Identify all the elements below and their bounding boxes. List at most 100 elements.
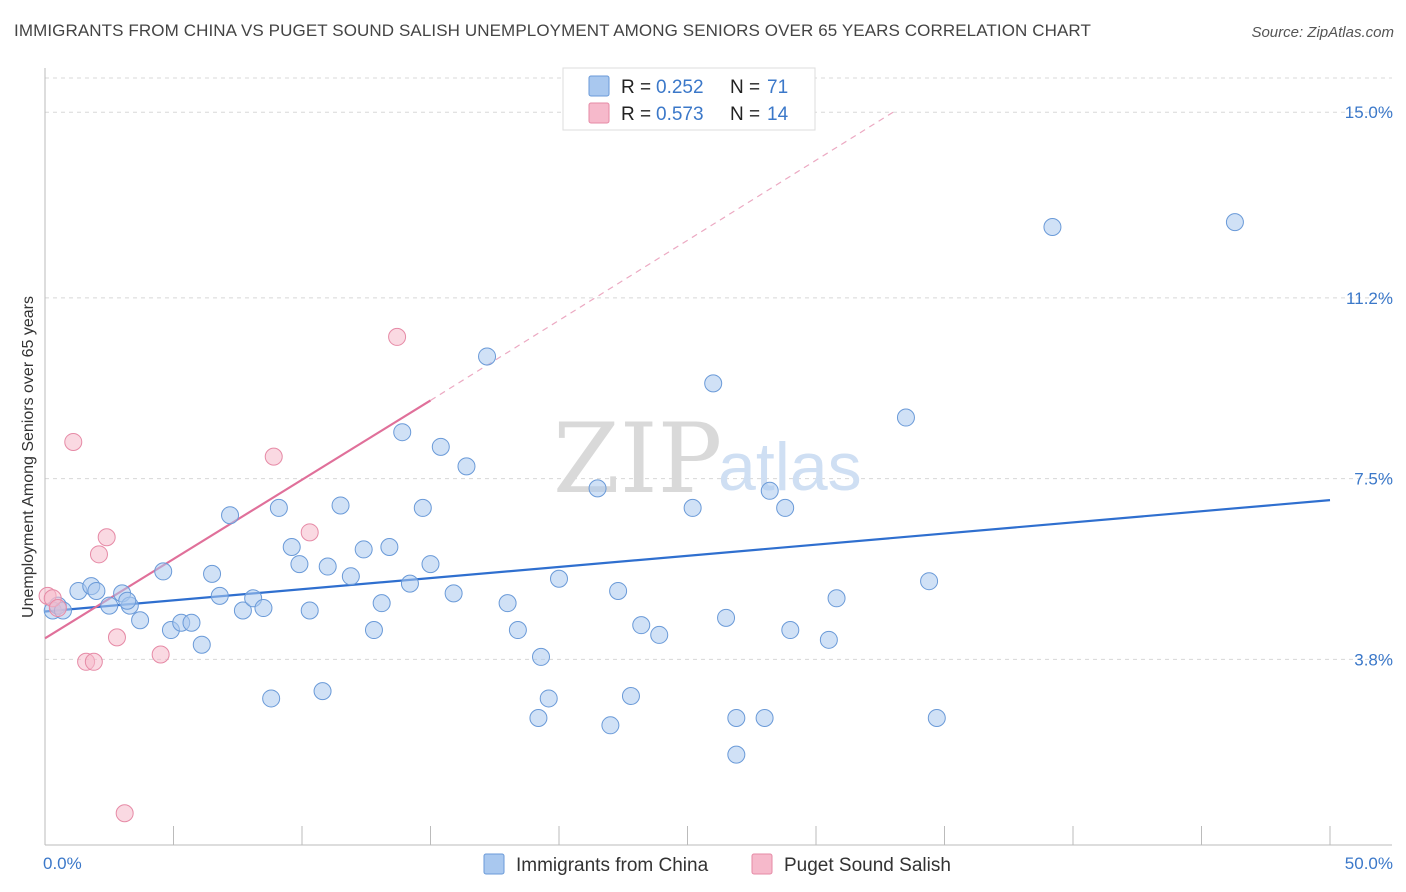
china-point [393, 423, 412, 442]
salish-point [264, 447, 283, 466]
watermark-zip: ZIP [553, 403, 722, 515]
china-point [717, 608, 736, 627]
china-point [354, 540, 373, 559]
china-point [421, 555, 440, 574]
china-point [331, 496, 350, 515]
data-points [38, 213, 1244, 823]
legend-n-value-1: 71 [767, 77, 788, 98]
legend-r-value-1: 0.252 [656, 77, 704, 98]
y-tick-label: 11.2% [1346, 289, 1393, 308]
china-point [118, 591, 137, 610]
series-legend: Immigrants from China Puget Sound Salish [483, 853, 951, 876]
china-point [203, 564, 222, 583]
legend-r-label-1: R = [621, 77, 651, 98]
salish-point [300, 523, 319, 542]
china-point [254, 599, 273, 618]
china-point [300, 601, 319, 620]
legend-n-label-1: N = [730, 77, 760, 98]
salish-trend-extension [430, 111, 894, 401]
salish-point [97, 528, 116, 547]
grid-lines [45, 77, 1392, 660]
china-point [154, 562, 173, 581]
salish-point [84, 652, 103, 671]
china-point [498, 594, 517, 613]
china-point [478, 347, 497, 366]
china-point [1043, 218, 1062, 237]
series-legend-swatch-china [483, 853, 505, 875]
china-point [683, 498, 702, 517]
china-point [87, 581, 106, 600]
trend-lines [44, 111, 1331, 640]
china-point [896, 408, 915, 427]
y-tick-label: 3.8% [1354, 650, 1393, 669]
china-point [400, 574, 419, 593]
china-point [457, 457, 476, 476]
series-legend-label-salish: Puget Sound Salish [784, 855, 951, 876]
x-tick-label: 0.0% [43, 854, 82, 873]
salish-point [151, 645, 170, 664]
china-point [313, 682, 332, 701]
legend-swatch-pink [588, 102, 610, 124]
chart-title: IMMIGRANTS FROM CHINA VS PUGET SOUND SAL… [14, 21, 1091, 40]
watermark-atlas: atlas [718, 429, 862, 505]
china-point [827, 589, 846, 608]
china-point [760, 481, 779, 500]
china-point [413, 498, 432, 517]
china-point [539, 689, 558, 708]
china-point [372, 594, 391, 613]
salish-point [48, 599, 67, 618]
china-point [727, 745, 746, 764]
china-point [550, 569, 568, 588]
china-point [588, 479, 607, 498]
china-point [262, 689, 281, 708]
y-axis-label: Unemployment Among Seniors over 65 years [20, 296, 37, 618]
axes [44, 68, 1392, 846]
china-point [233, 601, 252, 620]
china-point [210, 586, 229, 605]
legend-n-label-2: N = [730, 104, 760, 125]
china-point [282, 537, 301, 556]
china-point [341, 567, 360, 586]
china-point [776, 498, 795, 517]
china-point [318, 557, 337, 576]
salish-point [115, 804, 134, 823]
series-legend-swatch-salish [751, 853, 773, 875]
x-tick-labels: 0.0% 50.0% [43, 854, 1393, 873]
china-point [100, 596, 119, 615]
china-point [819, 630, 838, 649]
china-point [431, 437, 450, 456]
china-point [650, 625, 669, 644]
china-point [508, 621, 527, 640]
legend-swatch-blue [588, 75, 610, 97]
y-tick-labels: 3.8% 7.5% 11.2% 15.0% [1345, 103, 1393, 669]
salish-point [388, 327, 407, 346]
china-point [632, 616, 651, 635]
china-point [269, 498, 288, 517]
y-tick-label: 7.5% [1354, 470, 1393, 489]
china-point [192, 635, 211, 654]
china-point [182, 613, 201, 632]
legend-r-value-2: 0.573 [656, 104, 704, 125]
china-point [221, 506, 240, 525]
china-point [1225, 213, 1244, 232]
china-point [704, 374, 723, 393]
china-point [131, 611, 150, 630]
china-point [529, 708, 548, 727]
china-point [532, 647, 551, 666]
salish-point [107, 628, 126, 647]
x-tick-label: 50.0% [1345, 854, 1393, 873]
china-point [920, 572, 939, 591]
y-tick-label: 15.0% [1345, 103, 1393, 122]
china-point [601, 716, 620, 735]
china-point [621, 686, 640, 705]
legend-r-label-2: R = [621, 104, 651, 125]
china-point [727, 708, 746, 727]
china-point [444, 584, 463, 603]
china-point [290, 555, 309, 574]
series-legend-label-china: Immigrants from China [516, 855, 709, 876]
correlation-legend: R = 0.252 N = 71 R = 0.573 N = 14 [562, 67, 816, 131]
source-label: Source: ZipAtlas.com [1251, 24, 1394, 41]
china-point [927, 708, 946, 727]
china-point [755, 708, 774, 727]
